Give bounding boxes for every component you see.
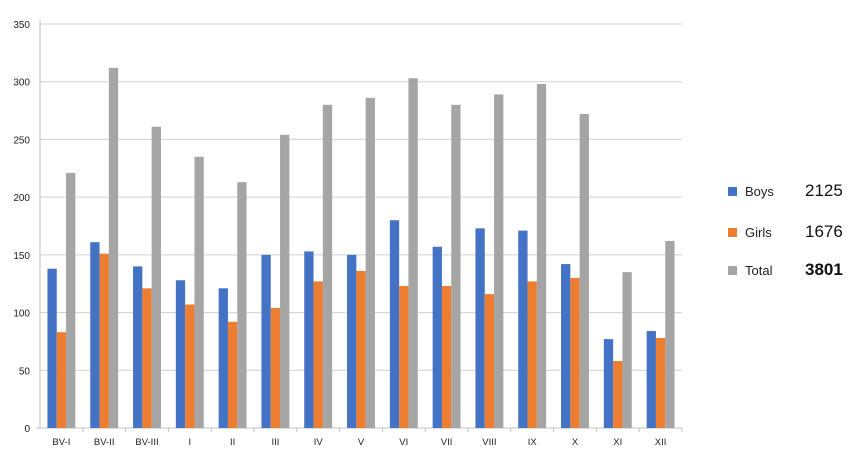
x-tick-label: III xyxy=(271,437,279,448)
y-tick-label: 100 xyxy=(13,309,30,320)
bar-boys-i xyxy=(175,280,186,428)
legend-label-total: Total xyxy=(745,262,773,278)
bar-total-v xyxy=(365,97,375,429)
bar-total-iv xyxy=(322,104,333,429)
x-tick-label: VII xyxy=(441,437,453,448)
legend-total-boys: 2125 xyxy=(805,181,843,200)
bar-girls-v xyxy=(356,271,366,428)
bar-boys-iii xyxy=(261,254,271,428)
y-tick-label: 0 xyxy=(24,424,30,435)
y-tick-label: 150 xyxy=(13,251,30,262)
x-tick-label: X xyxy=(572,437,579,448)
bar-total-viii xyxy=(494,94,504,428)
x-tick-label: V xyxy=(358,437,365,448)
bar-boys-ix xyxy=(518,230,528,428)
y-tick-label: 350 xyxy=(13,20,30,31)
bar-total-xii xyxy=(665,241,675,428)
bar-girls-viii xyxy=(484,294,495,428)
bar-girls-ii xyxy=(227,321,238,428)
bar-girls-iii xyxy=(270,307,281,428)
bar-total-x xyxy=(579,114,589,428)
bar-boys-bv-iii xyxy=(133,266,143,428)
x-tick-label: BV-III xyxy=(135,437,158,448)
legend-total-girls: 1676 xyxy=(805,222,843,241)
legend-item-total: Total 3801 xyxy=(728,258,848,282)
bar-boys-xi xyxy=(603,339,614,428)
x-tick-label: IV xyxy=(314,437,324,448)
legend-swatch-total xyxy=(728,265,737,275)
y-tick-label: 200 xyxy=(13,193,30,204)
bar-girls-xii xyxy=(655,337,666,428)
x-tick-label: XI xyxy=(613,437,622,448)
bar-boys-bv-ii xyxy=(90,242,100,428)
legend-label-boys: Boys xyxy=(745,183,774,199)
y-tick-label: 50 xyxy=(19,366,31,377)
bar-total-ix xyxy=(536,84,547,428)
legend-total-total: 3801 xyxy=(805,260,843,279)
bar-total-i xyxy=(194,156,204,428)
x-tick-label: BV-I xyxy=(52,437,70,448)
bar-girls-ix xyxy=(527,281,537,428)
x-tick-label: XII xyxy=(655,437,667,448)
bar-boys-vii xyxy=(432,246,442,428)
bar-girls-bv-iii xyxy=(142,288,152,428)
legend-swatch-boys xyxy=(728,186,737,196)
x-tick-label: I xyxy=(188,437,191,448)
x-tick-label: IX xyxy=(528,437,538,448)
bar-boys-x xyxy=(561,264,571,428)
bar-total-xi xyxy=(622,272,632,428)
bar-total-vii xyxy=(451,104,461,429)
x-tick-label: VIII xyxy=(482,437,496,448)
bar-girls-bv-ii xyxy=(99,253,109,428)
bar-girls-xi xyxy=(613,361,623,428)
bar-girls-iv xyxy=(313,281,323,428)
bar-boys-ii xyxy=(218,288,228,428)
legend-swatch-girls xyxy=(728,227,737,237)
legend-item-boys: Boys 2125 xyxy=(728,179,848,203)
legend-label-girls: Girls xyxy=(745,224,772,240)
x-tick-label: VI xyxy=(399,437,408,448)
bar-total-vi xyxy=(408,78,418,428)
bar-boys-bv-i xyxy=(47,268,57,428)
bar-total-bv-i xyxy=(66,172,76,428)
y-tick-label: 300 xyxy=(13,78,30,89)
bar-girls-bv-i xyxy=(56,332,67,428)
bar-boys-v xyxy=(347,254,357,428)
bar-total-ii xyxy=(237,182,247,428)
bar-total-iii xyxy=(280,134,290,428)
bar-total-bv-iii xyxy=(151,126,161,428)
bar-girls-vii xyxy=(441,286,452,428)
bar-boys-viii xyxy=(475,228,485,428)
x-tick-label: BV-II xyxy=(94,437,115,448)
legend-item-girls: Girls 1676 xyxy=(728,220,848,244)
bar-girls-i xyxy=(185,304,195,428)
bar-girls-x xyxy=(570,277,580,428)
bar-total-bv-ii xyxy=(108,67,119,428)
bar-boys-xii xyxy=(646,331,656,428)
bar-girls-vi xyxy=(399,286,409,428)
bar-boys-vi xyxy=(389,220,400,428)
y-tick-label: 250 xyxy=(13,135,30,146)
x-tick-label: II xyxy=(230,437,235,448)
bar-boys-iv xyxy=(304,251,314,428)
